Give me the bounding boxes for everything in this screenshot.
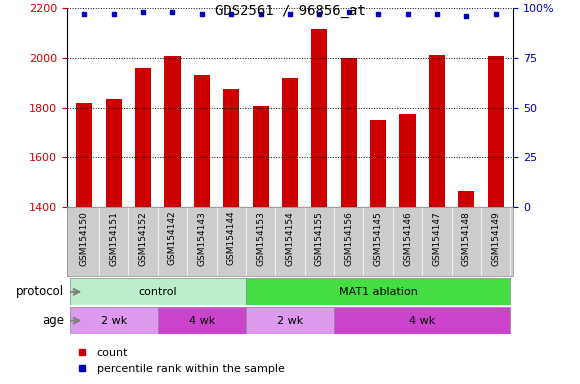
Point — [168, 8, 177, 15]
Bar — [340, 58, 357, 207]
Bar — [334, 307, 510, 334]
Text: age: age — [42, 314, 64, 327]
Bar — [400, 114, 416, 207]
Text: 4 wk: 4 wk — [409, 316, 436, 326]
Text: GSM154147: GSM154147 — [433, 211, 441, 266]
Point — [197, 11, 206, 17]
Text: GSM154143: GSM154143 — [197, 211, 206, 266]
Bar — [252, 106, 269, 207]
Text: GSM154145: GSM154145 — [374, 211, 383, 266]
Point — [403, 11, 412, 17]
Text: GSM154154: GSM154154 — [285, 211, 295, 266]
Bar — [370, 120, 386, 207]
Point — [79, 11, 89, 17]
Bar — [223, 89, 240, 207]
Bar — [70, 307, 158, 334]
Bar — [194, 75, 210, 207]
Text: GSM154155: GSM154155 — [315, 211, 324, 266]
Point — [109, 11, 118, 17]
Text: GSM154153: GSM154153 — [256, 211, 265, 266]
Text: GSM154142: GSM154142 — [168, 211, 177, 265]
Text: 2 wk: 2 wk — [100, 316, 127, 326]
Bar — [106, 99, 122, 207]
Point — [285, 11, 295, 17]
Text: GDS2561 / 96856_at: GDS2561 / 96856_at — [215, 4, 365, 18]
Bar — [458, 191, 474, 207]
Text: GSM154144: GSM154144 — [227, 211, 235, 265]
Text: GSM154149: GSM154149 — [491, 211, 500, 266]
Point — [491, 11, 501, 17]
Text: GSM154156: GSM154156 — [345, 211, 353, 266]
Bar — [311, 29, 328, 207]
Bar — [70, 278, 246, 305]
Bar — [164, 56, 180, 207]
Text: MAT1 ablation: MAT1 ablation — [339, 287, 418, 297]
Point — [227, 11, 236, 17]
Bar — [246, 278, 510, 305]
Text: GSM154151: GSM154151 — [109, 211, 118, 266]
Point — [374, 11, 383, 17]
Text: GSM154150: GSM154150 — [80, 211, 89, 266]
Point — [139, 8, 148, 15]
Point — [256, 11, 265, 17]
Legend: count, percentile rank within the sample: count, percentile rank within the sample — [72, 344, 289, 379]
Text: control: control — [139, 287, 177, 297]
Bar — [282, 78, 298, 207]
Bar — [135, 68, 151, 207]
Point — [432, 11, 441, 17]
Point — [344, 8, 353, 15]
Point — [462, 13, 471, 19]
Text: 4 wk: 4 wk — [188, 316, 215, 326]
Text: protocol: protocol — [16, 285, 64, 298]
Bar — [158, 307, 246, 334]
Bar — [246, 307, 334, 334]
Text: 2 wk: 2 wk — [277, 316, 303, 326]
Point — [315, 11, 324, 17]
Bar — [429, 55, 445, 207]
Text: GSM154146: GSM154146 — [403, 211, 412, 266]
Text: GSM154148: GSM154148 — [462, 211, 471, 266]
Bar — [488, 56, 504, 207]
Text: GSM154152: GSM154152 — [139, 211, 147, 266]
Bar — [76, 103, 92, 207]
